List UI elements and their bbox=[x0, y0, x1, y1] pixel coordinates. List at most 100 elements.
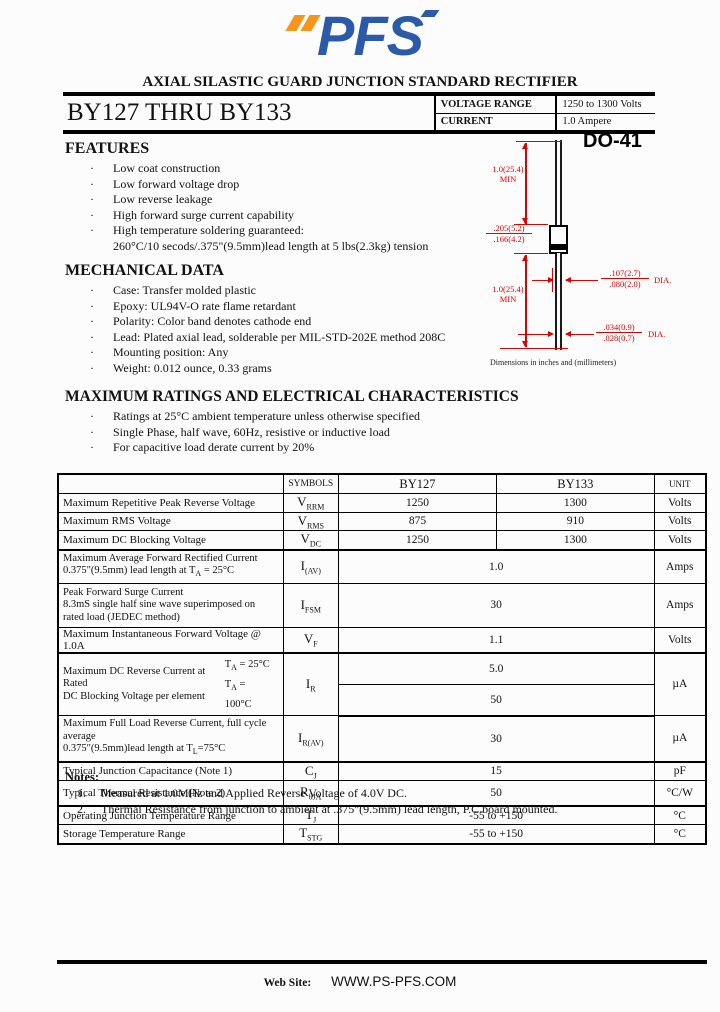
table-row-cj: Typical Junction Capacitance (Note 1) CJ… bbox=[57, 761, 707, 782]
dimension-line bbox=[532, 280, 552, 281]
shared-value: 30 bbox=[337, 715, 655, 763]
diode-lead-top bbox=[555, 140, 562, 225]
symbol-cell: TSTG bbox=[282, 824, 339, 845]
unit-value: °C bbox=[653, 824, 707, 845]
note-item: 1. Measured at 1.0MHz and Applied Revers… bbox=[77, 786, 407, 800]
title-block-values: 1250 to 1300 Volts 1.0 Ampere bbox=[555, 96, 656, 130]
dimension-tick bbox=[514, 253, 548, 254]
param-label: Maximum DC Reverse Current at Rated DC B… bbox=[57, 652, 284, 717]
ratings-heading: MAXIMUM RATINGS AND ELECTRICAL CHARACTER… bbox=[65, 388, 519, 405]
bullet-icon: · bbox=[90, 223, 94, 237]
website-link[interactable]: WWW.PS-PFS.COM bbox=[331, 974, 457, 989]
unit-value: Volts bbox=[653, 493, 707, 513]
bullet-icon: · bbox=[90, 360, 94, 375]
body-diameter-dimension: .107(2.7) .080(2.0) bbox=[601, 268, 649, 289]
logo-text: PFS bbox=[317, 4, 424, 67]
cathode-band bbox=[551, 244, 566, 250]
arrow-up-icon bbox=[522, 143, 528, 149]
param-label: Maximum Repetitive Peak Reverse Voltage bbox=[57, 493, 284, 513]
table-row-tj: Operating Junction Temperature Range TJ … bbox=[57, 805, 707, 826]
param-label: Typical Thermal Resistance (Note 2) bbox=[57, 780, 284, 807]
by127-value: 875 bbox=[337, 511, 498, 532]
dia-label: DIA. bbox=[648, 329, 666, 339]
ratings-table: SYMBOLS BY127 BY133 UNIT Maximum Repetit… bbox=[57, 473, 707, 845]
lead-length-top-dimension: 1.0(25.4) MIN bbox=[492, 164, 524, 184]
unit-value: °C/W bbox=[653, 780, 707, 807]
table-row-ifsm: Peak Forward Surge Current 8.3mS single … bbox=[57, 582, 707, 628]
by127-value: 1250 bbox=[337, 493, 498, 513]
bullet-icon: · bbox=[90, 314, 94, 328]
bullet-icon: · bbox=[90, 440, 94, 454]
bullet-icon: · bbox=[90, 283, 94, 297]
package-name: DO-41 bbox=[583, 130, 642, 152]
symbol-cell: VRMS bbox=[282, 511, 339, 532]
bullet-icon: · bbox=[90, 176, 94, 191]
param-label: Maximum Average Forward Rectified Curren… bbox=[57, 549, 284, 584]
table-row-vdc: Maximum DC Blocking Voltage VDC 1250 130… bbox=[57, 530, 707, 551]
shared-value: 15 bbox=[337, 761, 655, 782]
website-label: Web Site: bbox=[263, 977, 312, 989]
part-number-range: BY127 THRU BY133 bbox=[67, 99, 292, 126]
symbol-cell: VRRM bbox=[282, 493, 339, 513]
arrow-left-icon bbox=[565, 277, 571, 283]
feature-item: · High temperature soldering guaranteed: bbox=[65, 223, 485, 239]
param-label: Maximum DC Blocking Voltage bbox=[57, 530, 284, 551]
param-label: Maximum RMS Voltage bbox=[57, 511, 284, 532]
bullet-icon: · bbox=[90, 424, 94, 439]
dimension-tick bbox=[500, 348, 568, 349]
table-row-iav: Maximum Average Forward Rectified Curren… bbox=[57, 549, 707, 584]
features-heading: FEATURES bbox=[65, 140, 150, 157]
lead-length-bottom-dimension: 1.0(25.4) MIN bbox=[492, 284, 524, 304]
bullet-icon: · bbox=[90, 207, 94, 222]
ratings-section: MAXIMUM RATINGS AND ELECTRICAL CHARACTER… bbox=[65, 388, 685, 456]
bullet-icon: · bbox=[90, 409, 94, 423]
dimension-tick bbox=[514, 224, 548, 225]
symbol-cell: IFSM bbox=[282, 582, 339, 628]
notes-heading: Notes: bbox=[65, 770, 100, 784]
logo-apostrophe-icon bbox=[420, 10, 440, 17]
voltage-range-label: VOLTAGE RANGE bbox=[435, 96, 556, 114]
shared-value: 1.1 bbox=[337, 626, 655, 654]
shared-value: 50 bbox=[337, 683, 655, 717]
table-row-vrrm: Maximum Repetitive Peak Reverse Voltage … bbox=[57, 493, 707, 513]
mechanical-item: · Polarity: Color band denotes cathode en… bbox=[65, 314, 505, 330]
ratings-item: · Single Phase, half wave, 60Hz, resistiv… bbox=[65, 425, 685, 441]
unit-header: UNIT bbox=[653, 473, 707, 494]
by127-value: 1250 bbox=[337, 530, 498, 551]
unit-value: Volts bbox=[653, 626, 707, 654]
arrow-left-icon bbox=[565, 331, 571, 337]
logo-container: PFS bbox=[0, 6, 720, 66]
mechanical-item: · Case: Transfer molded plastic bbox=[65, 283, 505, 299]
table-row-irav: Maximum Full Load Reverse Current, full … bbox=[57, 715, 707, 763]
unit-value: µA bbox=[653, 715, 707, 763]
pfs-logo: PFS bbox=[281, 4, 440, 67]
dimension-tick bbox=[516, 141, 562, 142]
symbol-cell: VDC bbox=[282, 530, 339, 551]
symbol-cell: VF bbox=[282, 626, 339, 654]
by133-value: 1300 bbox=[496, 530, 655, 551]
table-row-vf: Maximum Instantaneous Forward Voltage @ … bbox=[57, 626, 707, 654]
footer: Web Site: WWW.PS-PFS.COM bbox=[0, 974, 720, 989]
feature-item: · High forward surge current capability bbox=[65, 208, 485, 224]
param-label: Storage Temperature Range bbox=[57, 824, 284, 845]
table-row-tstg: Storage Temperature Range TSTG -55 to +1… bbox=[57, 824, 707, 845]
title-block: BY127 THRU BY133 VOLTAGE RANGE CURRENT 1… bbox=[63, 92, 656, 134]
arrow-down-icon bbox=[522, 218, 528, 224]
body-length-dimension: .205(5.2) .166(4.2) bbox=[486, 223, 532, 244]
shared-value: 1.0 bbox=[337, 549, 655, 584]
unit-value: Volts bbox=[653, 530, 707, 551]
arrow-up-icon bbox=[522, 255, 528, 261]
title-block-labels: VOLTAGE RANGE CURRENT bbox=[433, 96, 556, 130]
mechanical-item: · Epoxy: UL94V-O rate flame retardant bbox=[65, 299, 505, 315]
ratings-item: · Ratings at 25°C ambient temperature unl… bbox=[65, 409, 685, 425]
unit-value: Volts bbox=[653, 511, 707, 532]
current-label: CURRENT bbox=[440, 116, 493, 128]
by127-header: BY127 bbox=[337, 473, 498, 494]
notes-section: Notes: 1. Measured at 1.0MHz and Applied… bbox=[65, 770, 685, 817]
ratings-item: · For capacitive load derate current by 2… bbox=[65, 440, 685, 456]
mechanical-item: · Weight: 0.012 ounce, 0.33 grams bbox=[65, 361, 505, 377]
table-row-vrms: Maximum RMS Voltage VRMS 875 910 Volts bbox=[57, 511, 707, 532]
shared-value: 5.0 bbox=[337, 652, 655, 685]
table-row-rthja: Typical Thermal Resistance (Note 2) RθJA… bbox=[57, 780, 707, 807]
